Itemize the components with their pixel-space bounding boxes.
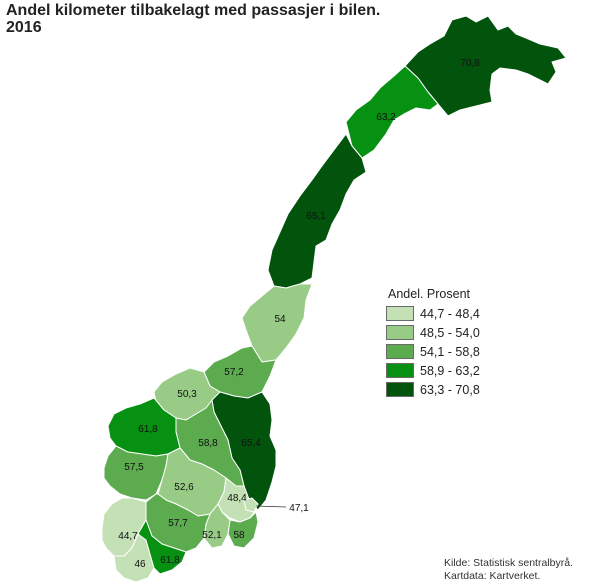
legend-swatch [386,325,414,340]
legend-item: 44,7 - 48,4 [386,304,480,323]
legend-swatch [386,344,414,359]
region-finnmark [404,15,567,117]
label-aust-agder: 61,8 [160,555,180,566]
legend-swatch [386,382,414,397]
label-oslo: 47,1 [289,503,309,514]
legend-label: 48,5 - 54,0 [420,325,480,340]
region-ostfold [227,511,259,549]
region-nordland [267,133,367,289]
label-vestfold: 52,1 [202,530,222,541]
source-line-2: Kartdata: Kartverket. [444,570,541,582]
source-line-1: Kilde: Statistisk sentralbyrå. [444,557,573,569]
label-more-og-romsdal: 50,3 [177,389,197,400]
legend-item: 63,3 - 70,8 [386,380,480,399]
label-finnmark: 70,8 [460,58,480,69]
legend-label: 58,9 - 63,2 [420,363,480,378]
label-rogaland: 44,7 [118,531,138,542]
label-oppland: 58,8 [198,438,218,449]
label-buskerud: 52,6 [174,482,194,493]
legend-swatch [386,306,414,321]
legend-item: 58,9 - 63,2 [386,361,480,380]
legend-item: 54,1 - 58,8 [386,342,480,361]
label-nordland: 65,1 [306,211,326,222]
label-hordaland: 57,5 [124,462,144,473]
label-akershus: 48,4 [227,493,247,504]
legend-swatch [386,363,414,378]
legend-label: 44,7 - 48,4 [420,306,480,321]
legend-label: 54,1 - 58,8 [420,344,480,359]
label-telemark: 57,7 [168,518,188,529]
label-sogn-og-fjordane: 61,8 [138,424,158,435]
label-sor-trondelag: 57,2 [224,367,244,378]
legend-title: Andel. Prosent [388,287,470,301]
region-oslo [243,497,259,513]
legend-label: 63,3 - 70,8 [420,382,480,397]
label-troms: 63,2 [376,112,396,123]
region-troms [345,65,439,159]
map-title-line-1: Andel kilometer tilbakelagt med passasje… [6,2,381,19]
map-title: Andel kilometer tilbakelagt med passasje… [6,2,380,36]
oslo-leader-line [255,505,287,508]
label-ostfold: 58 [233,530,245,541]
label-hedmark: 65,4 [241,438,261,449]
region-aust-agder [137,519,187,575]
label-vest-agder: 46 [134,559,146,570]
label-nord-trondelag: 54 [274,314,286,325]
legend-item: 48,5 - 54,0 [386,323,480,342]
source-note: Kilde: Statistisk sentralbyrå. Kartdata:… [444,557,573,583]
map-title-line-2: 2016 [6,19,42,36]
legend: Andel. Prosent 44,7 - 48,4 48,5 - 54,0 5… [386,287,480,399]
